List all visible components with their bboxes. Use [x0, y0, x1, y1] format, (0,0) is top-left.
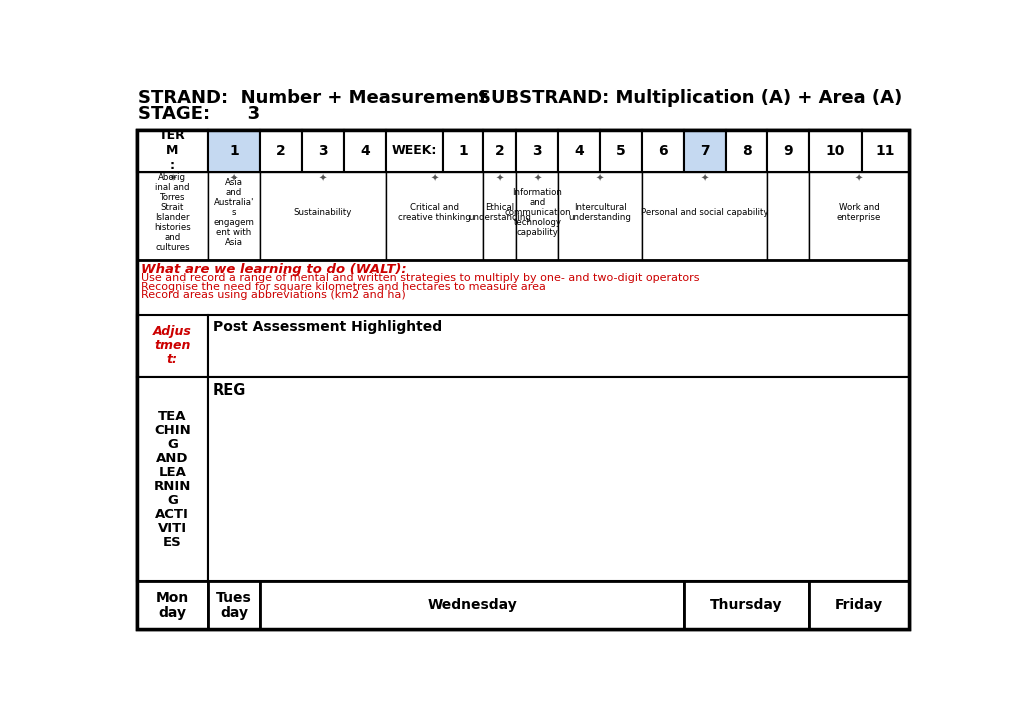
Bar — [766, 130, 808, 172]
Bar — [208, 315, 908, 377]
Text: ✦: ✦ — [229, 174, 237, 184]
Bar — [516, 130, 557, 172]
Text: 4: 4 — [574, 144, 584, 158]
Text: 3: 3 — [318, 144, 327, 158]
Bar — [208, 377, 908, 581]
Text: REG: REG — [212, 383, 246, 398]
Bar — [260, 581, 683, 629]
Text: Intercultural
understanding: Intercultural understanding — [569, 203, 631, 222]
Bar — [766, 172, 808, 259]
Text: ✦: ✦ — [168, 174, 176, 184]
Bar — [808, 581, 908, 629]
Text: TER
M
:: TER M : — [159, 130, 185, 172]
Text: Ethical
understanding: Ethical understanding — [468, 203, 531, 222]
Bar — [557, 172, 641, 259]
Text: ✦: ✦ — [854, 174, 862, 184]
Text: Asia
and
Australia'
s
engagem
ent with
Asia: Asia and Australia' s engagem ent with A… — [213, 178, 255, 248]
Bar — [260, 130, 302, 172]
Text: 7: 7 — [699, 144, 709, 158]
Bar — [483, 130, 516, 172]
Text: Thursday: Thursday — [709, 598, 782, 612]
Bar — [208, 172, 260, 259]
Text: Critical and
creative thinking: Critical and creative thinking — [397, 203, 471, 222]
Bar — [861, 130, 908, 172]
Bar — [808, 172, 908, 259]
Text: ✦: ✦ — [700, 174, 708, 184]
Bar — [343, 130, 385, 172]
Bar — [137, 377, 208, 581]
Bar — [443, 130, 483, 172]
Text: STAGE:      3: STAGE: 3 — [139, 105, 260, 123]
Text: ✦: ✦ — [595, 174, 603, 184]
Text: Work and
enterprise: Work and enterprise — [836, 203, 880, 222]
Text: ✦: ✦ — [533, 174, 541, 184]
Text: ✦: ✦ — [319, 174, 327, 184]
Text: Use and record a range of mental and written strategies to multiply by one- and : Use and record a range of mental and wri… — [141, 274, 698, 284]
Bar — [557, 130, 599, 172]
Text: Information
and
communication
technology
capability: Information and communication technology… — [503, 188, 571, 238]
Bar — [302, 130, 343, 172]
Text: ✦: ✦ — [430, 174, 438, 184]
Text: Friday: Friday — [835, 598, 882, 612]
Text: 11: 11 — [874, 144, 894, 158]
Bar — [483, 172, 516, 259]
Bar — [137, 315, 208, 377]
Bar — [385, 172, 483, 259]
Text: SUBSTRAND: Multiplication (A) + Area (A): SUBSTRAND: Multiplication (A) + Area (A) — [477, 89, 901, 107]
Bar — [599, 130, 641, 172]
Text: Adjus
tmen
t:: Adjus tmen t: — [153, 325, 192, 366]
Text: Tues
day: Tues day — [216, 590, 252, 620]
Bar — [808, 130, 861, 172]
Text: 8: 8 — [741, 144, 751, 158]
Bar — [137, 259, 908, 315]
Text: 2: 2 — [494, 144, 504, 158]
Text: 9: 9 — [783, 144, 793, 158]
Bar — [208, 130, 260, 172]
Bar — [683, 581, 808, 629]
Text: ✦: ✦ — [495, 174, 503, 184]
Text: WEEK:: WEEK: — [391, 144, 437, 158]
Bar — [725, 130, 766, 172]
Text: Wednesday: Wednesday — [427, 598, 517, 612]
Bar — [683, 130, 725, 172]
Text: TEA
CHIN
G
AND
LEA
RNIN
G
ACTI
VITI
ES: TEA CHIN G AND LEA RNIN G ACTI VITI ES — [154, 410, 191, 549]
Text: Record areas using abbreviations (km2 and ha): Record areas using abbreviations (km2 an… — [141, 290, 405, 300]
Text: 5: 5 — [615, 144, 626, 158]
Text: 1: 1 — [229, 144, 238, 158]
Text: STRAND:  Number + Measurement: STRAND: Number + Measurement — [139, 89, 487, 107]
Text: Aborig
inal and
Torres
Strait
Islander
histories
and
cultures: Aborig inal and Torres Strait Islander h… — [154, 173, 191, 253]
Text: Mon
day: Mon day — [156, 590, 189, 620]
Text: Personal and social capability: Personal and social capability — [640, 208, 767, 217]
Bar — [641, 172, 766, 259]
Text: Sustainability: Sustainability — [293, 208, 352, 217]
Bar — [137, 172, 208, 259]
Text: What are we learning to do (WALT):: What are we learning to do (WALT): — [141, 263, 406, 276]
Text: 2: 2 — [276, 144, 285, 158]
Bar — [137, 130, 208, 172]
Bar — [516, 172, 557, 259]
Text: 4: 4 — [360, 144, 369, 158]
Text: 3: 3 — [532, 144, 542, 158]
Text: Recognise the need for square kilometres and hectares to measure area: Recognise the need for square kilometres… — [141, 282, 545, 292]
Bar — [208, 581, 260, 629]
Bar — [260, 172, 385, 259]
Bar — [137, 581, 208, 629]
Bar — [385, 130, 443, 172]
Text: 10: 10 — [825, 144, 845, 158]
Text: 1: 1 — [458, 144, 468, 158]
Text: 6: 6 — [657, 144, 667, 158]
Bar — [641, 130, 683, 172]
Text: Post Assessment Highlighted: Post Assessment Highlighted — [212, 320, 441, 333]
